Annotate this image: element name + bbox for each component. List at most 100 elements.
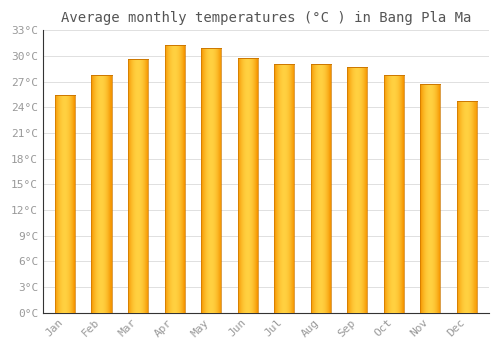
Bar — [219, 48, 220, 313]
Bar — [174, 45, 175, 313]
Bar — [211, 48, 212, 313]
Bar — [249, 58, 250, 313]
Bar — [201, 48, 202, 313]
Bar — [213, 48, 214, 313]
Bar — [277, 64, 278, 313]
Bar — [238, 58, 239, 313]
Bar — [206, 48, 207, 313]
Bar — [257, 58, 258, 313]
Bar — [205, 48, 206, 313]
Bar — [430, 84, 431, 313]
Bar — [433, 84, 434, 313]
Bar — [166, 45, 167, 313]
Bar — [71, 94, 72, 313]
Bar — [290, 64, 291, 313]
Bar — [204, 48, 205, 313]
Bar — [103, 75, 104, 313]
Bar — [329, 64, 330, 313]
Bar — [432, 84, 433, 313]
Bar — [242, 58, 243, 313]
Bar — [323, 64, 324, 313]
Bar — [280, 64, 281, 313]
Bar — [245, 58, 246, 313]
Bar — [140, 59, 141, 313]
Bar — [316, 64, 317, 313]
Bar — [310, 64, 311, 313]
Bar — [351, 67, 352, 313]
Bar — [366, 67, 367, 313]
Bar — [465, 100, 466, 313]
Title: Average monthly temperatures (°C ) in Bang Pla Ma: Average monthly temperatures (°C ) in Ba… — [60, 11, 471, 25]
Bar — [463, 100, 464, 313]
Bar — [182, 45, 183, 313]
Bar — [356, 67, 357, 313]
Bar — [171, 45, 172, 313]
Bar — [164, 45, 165, 313]
Bar — [70, 94, 71, 313]
Bar — [436, 84, 437, 313]
Bar — [364, 67, 365, 313]
Bar — [360, 67, 361, 313]
Bar — [108, 75, 109, 313]
Bar — [139, 59, 140, 313]
Bar — [390, 75, 391, 313]
Bar — [60, 94, 61, 313]
Bar — [394, 75, 395, 313]
Bar — [57, 94, 58, 313]
Bar — [256, 58, 257, 313]
Bar — [399, 75, 400, 313]
Bar — [311, 64, 312, 313]
Bar — [179, 45, 180, 313]
Bar — [178, 45, 179, 313]
Bar — [474, 100, 475, 313]
Bar — [66, 94, 67, 313]
Bar — [437, 84, 438, 313]
Bar — [98, 75, 99, 313]
Bar — [129, 59, 130, 313]
Bar — [69, 94, 70, 313]
Bar — [397, 75, 398, 313]
Bar — [392, 75, 393, 313]
Bar — [330, 64, 331, 313]
Bar — [472, 100, 473, 313]
Bar — [239, 58, 240, 313]
Bar — [367, 67, 368, 313]
Bar — [319, 64, 320, 313]
Bar — [354, 67, 355, 313]
Bar — [146, 59, 147, 313]
Bar — [128, 59, 129, 313]
Bar — [59, 94, 60, 313]
Bar — [172, 45, 173, 313]
Bar — [241, 58, 242, 313]
Bar — [284, 64, 285, 313]
Bar — [68, 94, 69, 313]
Bar — [314, 64, 315, 313]
Bar — [393, 75, 394, 313]
Bar — [217, 48, 218, 313]
Bar — [175, 45, 176, 313]
Bar — [55, 94, 56, 313]
Bar — [250, 58, 251, 313]
Bar — [56, 94, 57, 313]
Bar — [94, 75, 95, 313]
Bar — [212, 48, 213, 313]
Bar — [215, 48, 216, 313]
Bar — [325, 64, 326, 313]
Bar — [134, 59, 135, 313]
Bar — [386, 75, 387, 313]
Bar — [202, 48, 203, 313]
Bar — [422, 84, 423, 313]
Bar — [431, 84, 432, 313]
Bar — [131, 59, 132, 313]
Bar — [181, 45, 182, 313]
Bar — [475, 100, 476, 313]
Bar — [147, 59, 148, 313]
Bar — [357, 67, 358, 313]
Bar — [359, 67, 360, 313]
Bar — [209, 48, 210, 313]
Bar — [180, 45, 181, 313]
Bar — [287, 64, 288, 313]
Bar — [73, 94, 74, 313]
Bar — [400, 75, 401, 313]
Bar — [278, 64, 279, 313]
